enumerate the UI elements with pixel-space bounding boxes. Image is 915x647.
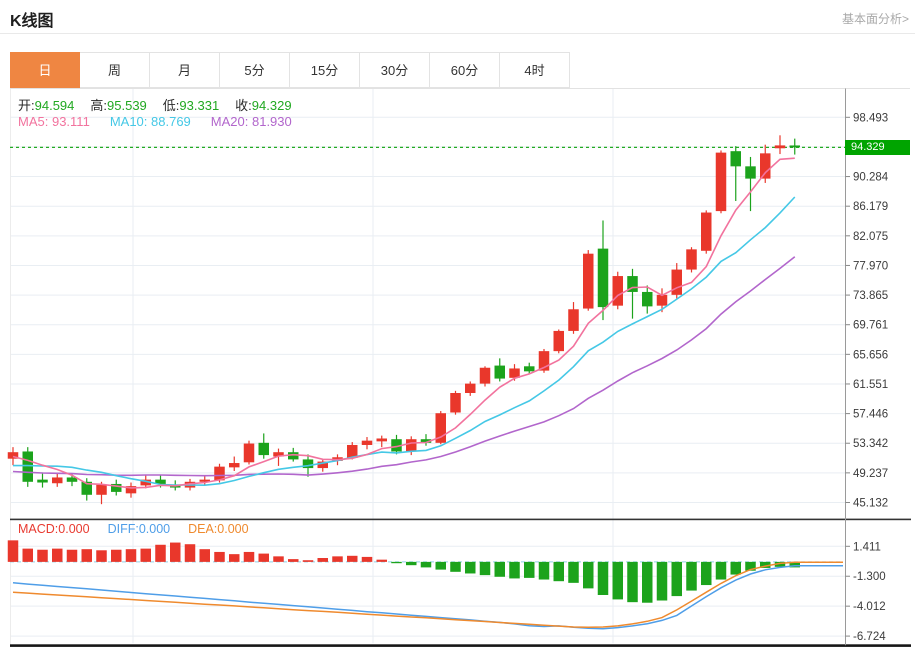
tab-interval-6[interactable]: 60分	[430, 52, 500, 88]
svg-text:-4.012: -4.012	[853, 601, 886, 613]
ma10-value: 88.769	[151, 114, 191, 129]
fundamental-analysis-link[interactable]: 基本面分析>	[841, 12, 909, 26]
price-axis: 98.493 90.284 86.179 82.075 77.970 73.865 69.7…	[845, 88, 889, 646]
svg-text:86.179: 86.179	[853, 201, 888, 213]
svg-text:57.446: 57.446	[853, 409, 888, 421]
svg-text:45.132: 45.132	[853, 497, 888, 509]
high-value: 95.539	[107, 98, 147, 113]
svg-text:69.761: 69.761	[853, 320, 888, 332]
diff-label: DIFF:	[107, 522, 139, 536]
tab-interval-7[interactable]: 4时	[500, 52, 570, 88]
svg-text:77.970: 77.970	[853, 260, 888, 272]
ma20-label: MA20:	[210, 114, 249, 129]
interval-tab-bar: 日周月 5分 15分 30分 60分 4时	[10, 52, 570, 88]
macd-value: 0.000	[58, 522, 90, 536]
ma5-label: MA5:	[18, 114, 49, 129]
macd-label: MACD:	[18, 522, 59, 536]
svg-text:-1.300: -1.300	[853, 571, 886, 583]
diff-value: 0.000	[138, 522, 171, 536]
close-label: 收:	[235, 98, 252, 113]
low-value: 93.331	[179, 98, 220, 113]
tab-interval-5[interactable]: 30分	[360, 52, 430, 88]
svg-text:49.237: 49.237	[853, 468, 888, 480]
ma10-label: MA10:	[109, 114, 148, 129]
ma5-value: 93.111	[51, 114, 90, 129]
page-title: K线图	[10, 13, 54, 30]
low-label: 低:	[162, 98, 180, 113]
close-value: 94.329	[251, 98, 292, 113]
svg-text:-6.724: -6.724	[853, 631, 886, 643]
header-divider	[0, 33, 915, 34]
svg-text:90.284: 90.284	[853, 172, 889, 184]
svg-text:98.493: 98.493	[853, 112, 888, 124]
dea-line	[12, 561, 843, 628]
svg-text:82.075: 82.075	[853, 231, 888, 243]
macd-layer	[7, 540, 843, 630]
ma10-line	[13, 196, 796, 487]
dea-label: DEA:	[188, 522, 218, 536]
tab-interval-0[interactable]: 日	[10, 52, 80, 88]
ma20-line	[12, 256, 796, 477]
ohlc-readout: 开:94.594 高:95.539 低:93.331 收:94.329	[18, 95, 308, 114]
open-value: 94.594	[34, 98, 75, 113]
tab-interval-3[interactable]: 5分	[220, 52, 290, 88]
svg-text:53.342: 53.342	[853, 438, 888, 450]
tab-interval-4[interactable]: 15分	[290, 52, 360, 88]
tab-interval-1[interactable]: 周	[80, 52, 150, 88]
diff-line	[12, 564, 843, 630]
kline-chart-canvas[interactable]: 98.493 90.284 86.179 82.075 77.970 73.865 69.7…	[0, 88, 915, 647]
candles-layer	[7, 135, 800, 505]
ma-readout: MA5: 93.111 MA10: 88.769 MA20: 81.930	[18, 114, 312, 129]
ma-layer	[12, 157, 796, 489]
grid-layer	[10, 89, 845, 644]
svg-text:73.865: 73.865	[853, 290, 888, 302]
svg-text:1.411: 1.411	[853, 541, 881, 553]
dea-value: 0.000	[217, 522, 249, 536]
ma20-value: 81.930	[251, 114, 292, 129]
ma5-line	[12, 157, 795, 489]
high-label: 高:	[90, 98, 108, 113]
open-label: 开:	[18, 98, 35, 113]
tab-interval-2[interactable]: 月	[150, 52, 220, 88]
svg-text:61.551: 61.551	[853, 379, 888, 391]
macd-readout: MACD:0.000 DIFF:0.000 DEA:0.000	[18, 522, 267, 536]
svg-text:65.656: 65.656	[853, 349, 888, 361]
current-price-badge: 94.329	[845, 140, 910, 155]
